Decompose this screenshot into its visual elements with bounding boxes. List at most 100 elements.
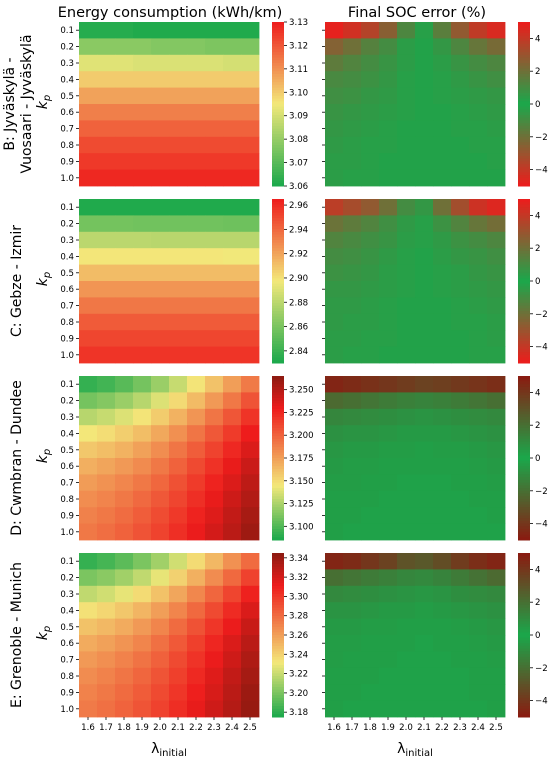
colorbar-segment xyxy=(272,82,284,86)
x-axis-label: λinitial xyxy=(151,741,187,759)
heatmap-cell xyxy=(115,376,134,393)
heatmap-cell xyxy=(241,700,260,718)
kp-axis-label: kp xyxy=(35,626,53,640)
heatmap-cell xyxy=(361,585,380,603)
heatmap-cell xyxy=(361,215,380,233)
colorbar-segment xyxy=(518,354,530,359)
heatmap-cell xyxy=(397,425,416,442)
colorbar-segment xyxy=(518,275,530,279)
colorbar-segment xyxy=(272,566,284,570)
heatmap-cell xyxy=(97,248,116,265)
heatmap-cell xyxy=(379,199,398,216)
colorbar-segment xyxy=(518,183,530,187)
heatmap-cell xyxy=(205,136,224,154)
heatmap-cell xyxy=(205,458,224,475)
heatmap-cell xyxy=(415,313,434,331)
colorbar-tick-label: 3.175 xyxy=(289,454,314,464)
colorbar-segment xyxy=(518,689,530,693)
colorbar-segment xyxy=(518,324,530,328)
colorbar-segment xyxy=(518,250,530,255)
heatmap-cell xyxy=(325,54,344,72)
heatmap-cell xyxy=(469,651,488,669)
heatmap-cell xyxy=(325,104,344,121)
colorbar-segment xyxy=(518,286,530,290)
y-tick-label: 0.4 xyxy=(60,252,74,262)
heatmap-cell xyxy=(379,313,398,331)
heatmap-cell xyxy=(343,474,362,492)
colorbar-segment xyxy=(272,406,284,410)
colorbar-segment xyxy=(518,84,530,89)
heatmap-cell xyxy=(487,215,506,233)
heatmap-cell xyxy=(451,618,470,636)
heatmap-cell xyxy=(223,523,242,541)
colorbar-segment xyxy=(272,54,284,59)
colorbar-segment xyxy=(518,297,530,301)
heatmap-cell xyxy=(433,169,452,187)
colorbar-segment xyxy=(518,220,530,225)
colorbar-segment xyxy=(272,68,284,72)
heatmap-cell xyxy=(469,602,488,619)
colorbar-segment xyxy=(518,272,530,277)
heatmap-cell xyxy=(97,104,116,121)
colorbar-segment xyxy=(272,183,284,187)
heatmap-cell xyxy=(115,54,134,72)
colorbar-tick-label: −2 xyxy=(535,310,548,320)
heatmap-cell xyxy=(415,425,434,442)
colorbar-segment xyxy=(272,414,284,418)
heatmap-cell xyxy=(151,376,170,393)
y-tick-label: 0.4 xyxy=(60,429,74,439)
heatmap-cell xyxy=(343,700,362,718)
heatmap-cell xyxy=(433,153,452,170)
heatmap-cell xyxy=(115,684,134,701)
y-tick-label: 0.3 xyxy=(60,413,74,423)
heatmap-cell xyxy=(451,264,470,282)
heatmap-cell xyxy=(169,297,188,315)
colorbar-segment xyxy=(518,566,530,570)
heatmap-cell xyxy=(379,523,398,541)
heatmap-cell xyxy=(451,523,470,541)
heatmap-cell xyxy=(187,490,206,508)
colorbar-segment xyxy=(518,471,530,475)
heatmap-cell xyxy=(451,408,470,426)
colorbar-segment xyxy=(518,695,530,699)
x-tick-label: 1.6 xyxy=(81,723,95,733)
colorbar-segment xyxy=(518,57,530,61)
heatmap-cell xyxy=(451,684,470,701)
heatmap-cell xyxy=(241,635,260,652)
colorbar-segment xyxy=(272,30,284,34)
heatmap-cell xyxy=(169,120,188,138)
heatmap-cell xyxy=(397,618,416,636)
heatmap-cell xyxy=(79,490,98,508)
heatmap-cell xyxy=(343,87,362,105)
colorbar-tick-label: −2 xyxy=(535,133,548,143)
heatmap-cell xyxy=(97,346,116,364)
colorbar-segment xyxy=(272,256,284,260)
colorbar-segment xyxy=(518,120,530,124)
heatmap-cell xyxy=(487,169,506,187)
heatmap-cell xyxy=(451,313,470,331)
colorbar-segment xyxy=(272,302,284,307)
heatmap-cell xyxy=(379,281,398,298)
heatmap-cell xyxy=(469,458,488,475)
colorbar-segment xyxy=(518,414,530,418)
heatmap-cell xyxy=(205,87,224,105)
heatmap-cell xyxy=(397,136,416,154)
heatmap-cell xyxy=(487,38,506,56)
colorbar-segment xyxy=(518,215,530,219)
heatmap-cell xyxy=(451,87,470,105)
colorbar-tick-label: 3.22 xyxy=(289,670,308,680)
colorbar-segment xyxy=(272,73,284,78)
heatmap-cell xyxy=(151,602,170,619)
colorbar-segment xyxy=(518,466,530,470)
colorbar-segment xyxy=(518,490,530,495)
colorbar-segment xyxy=(518,714,530,718)
heatmap-cell xyxy=(325,441,344,459)
colorbar-segment xyxy=(272,120,284,124)
colorbar-segment xyxy=(272,139,284,143)
heatmap-cell xyxy=(169,523,188,541)
heatmap-cell xyxy=(151,264,170,282)
colorbar-segment xyxy=(272,493,284,497)
colorbar-segment xyxy=(518,112,530,116)
colorbar-segment xyxy=(518,63,530,67)
